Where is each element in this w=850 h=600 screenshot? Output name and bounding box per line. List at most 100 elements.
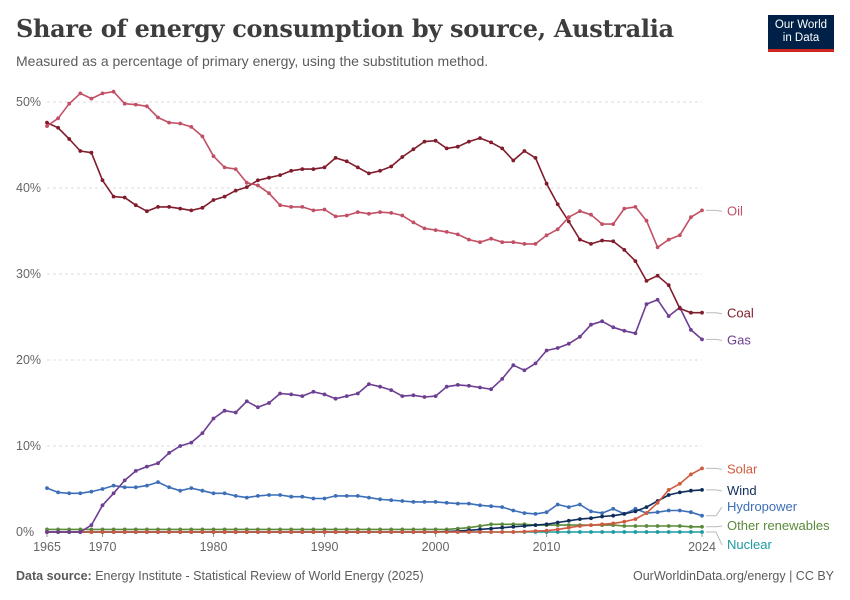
x-tick-label: 1970 bbox=[89, 540, 117, 554]
data-point-solar bbox=[278, 530, 282, 534]
y-tick-label: 40% bbox=[16, 181, 41, 195]
data-point-oil bbox=[389, 211, 394, 215]
data-point-solar bbox=[500, 530, 505, 534]
data-point-coal bbox=[533, 156, 538, 160]
data-point-coal bbox=[444, 146, 449, 151]
data-point-gas bbox=[544, 348, 549, 353]
data-point-oil bbox=[533, 242, 538, 246]
data-point-coal bbox=[78, 149, 83, 153]
data-point-oil bbox=[178, 121, 183, 126]
data-point-hydropower bbox=[522, 511, 527, 515]
data-point-coal bbox=[500, 146, 505, 151]
data-point-oil bbox=[500, 240, 505, 245]
data-point-solar bbox=[689, 472, 693, 477]
data-point-gas bbox=[122, 478, 127, 483]
series-line-coal bbox=[46, 121, 702, 314]
data-point-solar bbox=[522, 529, 527, 534]
data-point-coal bbox=[578, 237, 582, 242]
data-point-hydropower bbox=[533, 512, 538, 516]
data-point-wind bbox=[677, 490, 682, 495]
data-point-solar bbox=[411, 530, 416, 534]
data-point-other_renewables bbox=[289, 527, 294, 532]
data-point-gas bbox=[45, 530, 49, 534]
data-point-gas bbox=[56, 530, 60, 534]
data-point-oil bbox=[600, 222, 604, 227]
data-point-oil bbox=[56, 116, 60, 121]
site-license[interactable]: OurWorldinData.org/energy | CC BY bbox=[632, 569, 834, 583]
label-leader-oil bbox=[706, 209, 723, 212]
data-point-oil bbox=[544, 233, 549, 238]
data-point-solar bbox=[400, 530, 405, 534]
data-point-oil bbox=[578, 209, 582, 214]
data-point-coal bbox=[322, 165, 327, 170]
data-point-coal bbox=[200, 205, 205, 210]
data-point-solar bbox=[578, 524, 582, 528]
source-value[interactable]: Energy Institute - Statistical Review of… bbox=[95, 569, 424, 583]
data-point-gas bbox=[489, 387, 493, 392]
data-point-gas bbox=[455, 383, 460, 387]
data-point-gas bbox=[622, 328, 627, 333]
data-point-other_renewables bbox=[677, 524, 682, 528]
data-point-solar bbox=[644, 511, 649, 515]
data-point-nuclear bbox=[589, 530, 593, 534]
data-point-gas bbox=[89, 523, 94, 527]
label-leader-solar bbox=[706, 467, 723, 470]
y-tick-label: 50% bbox=[16, 95, 41, 109]
data-point-solar bbox=[211, 530, 216, 534]
data-point-hydropower bbox=[211, 491, 216, 496]
source-label: Data source: bbox=[16, 569, 92, 583]
y-tick-label: 30% bbox=[16, 267, 41, 281]
owid-logo[interactable]: Our World in Data bbox=[768, 15, 834, 52]
data-point-other_renewables bbox=[666, 524, 671, 528]
data-point-gas bbox=[400, 394, 405, 398]
logo-line-1: Our World bbox=[774, 19, 828, 31]
data-point-nuclear bbox=[689, 530, 693, 534]
data-point-hydropower bbox=[133, 485, 138, 490]
data-point-oil bbox=[611, 222, 616, 227]
data-point-oil bbox=[111, 89, 116, 94]
data-point-oil bbox=[400, 213, 405, 218]
data-point-solar bbox=[122, 530, 127, 534]
data-point-coal bbox=[145, 209, 149, 214]
data-point-hydropower bbox=[589, 509, 593, 514]
data-point-coal bbox=[67, 137, 72, 141]
data-point-oil bbox=[333, 214, 338, 219]
data-point-nuclear bbox=[677, 530, 682, 534]
x-tick-label: 1965 bbox=[33, 540, 61, 554]
data-point-other_renewables bbox=[333, 527, 338, 532]
data-point-gas bbox=[355, 391, 360, 396]
data-point-gas bbox=[222, 408, 227, 413]
data-point-solar bbox=[200, 530, 205, 534]
data-point-other_renewables bbox=[633, 524, 638, 528]
data-point-solar bbox=[433, 530, 438, 534]
data-point-oil bbox=[655, 245, 660, 250]
data-point-other_renewables bbox=[133, 527, 138, 532]
data-point-coal bbox=[244, 185, 249, 190]
data-point-gas bbox=[300, 394, 305, 398]
data-point-hydropower bbox=[89, 489, 94, 494]
data-point-oil bbox=[89, 96, 94, 101]
data-point-hydropower bbox=[367, 495, 371, 500]
data-point-solar bbox=[511, 530, 516, 534]
data-point-hydropower bbox=[511, 508, 516, 513]
data-point-other_renewables bbox=[145, 527, 149, 532]
data-point-coal bbox=[178, 206, 183, 211]
data-point-coal bbox=[600, 238, 604, 243]
data-point-wind bbox=[589, 516, 593, 521]
label-leader-other_renewables bbox=[706, 525, 723, 528]
data-point-solar bbox=[478, 530, 482, 534]
data-point-other_renewables bbox=[389, 527, 394, 532]
data-point-wind bbox=[622, 512, 627, 516]
data-point-gas bbox=[333, 396, 338, 401]
label-leader-hydropower bbox=[706, 506, 723, 517]
data-point-coal bbox=[45, 120, 49, 125]
data-point-hydropower bbox=[178, 488, 183, 493]
data-point-gas bbox=[100, 503, 105, 508]
data-point-gas bbox=[178, 444, 183, 448]
data-point-oil bbox=[367, 211, 371, 216]
data-point-oil bbox=[122, 101, 127, 106]
data-point-coal bbox=[344, 159, 349, 164]
data-point-wind bbox=[689, 488, 693, 493]
data-point-hydropower bbox=[655, 510, 660, 515]
data-point-other_renewables bbox=[422, 527, 427, 532]
